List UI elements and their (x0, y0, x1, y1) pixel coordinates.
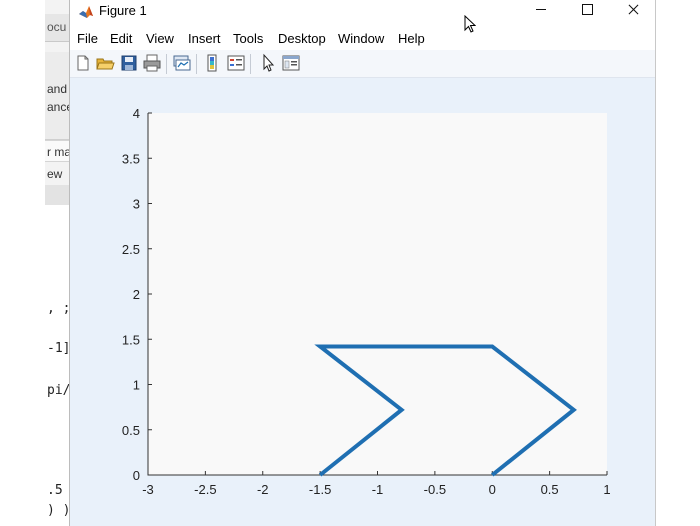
window-title: Figure 1 (99, 3, 147, 18)
menu-desktop[interactable]: Desktop (278, 31, 326, 46)
x-tick-label: -0.5 (424, 482, 446, 497)
menu-bar: File Edit View Insert Tools Desktop Wind… (70, 26, 655, 50)
tick-labels: -3 -2.5 -2 -1.5 -1 -0.5 0 0.5 1 0 0.5 1 1.5 2 2.5 3 3.5 4 (122, 106, 611, 497)
toolbar-separator (166, 54, 167, 74)
menu-window[interactable]: Window (338, 31, 385, 46)
menu-file[interactable]: File (77, 31, 98, 46)
y-tick-label: 1 (133, 378, 140, 393)
toolbar (70, 50, 655, 78)
link-plot-icon[interactable] (172, 53, 192, 73)
y-tick-label: 0 (133, 468, 140, 483)
background-field2-text: ew (47, 167, 63, 181)
background-field-text: r ma (47, 145, 71, 159)
edit-plot-icon[interactable] (258, 53, 278, 73)
x-tick-label: -2 (257, 482, 269, 497)
axis-lines (147, 113, 607, 476)
mouse-cursor-icon (464, 15, 476, 33)
series-line (314, 344, 577, 477)
background-tabstrip[interactable] (45, 185, 71, 205)
x-tick-label: 1 (603, 482, 610, 497)
x-tick-label: -3 (142, 482, 154, 497)
code-line-4: .5 (47, 483, 63, 498)
plot-svg: -3 -2.5 -2 -1.5 -1 -0.5 0 0.5 1 0 0.5 1 1.5 2 2.5 3 3.5 4 (122, 106, 611, 497)
code-line-2: -1] (47, 341, 71, 356)
background-panel: and ance (45, 52, 71, 140)
y-tick-label: 4 (133, 106, 140, 121)
menu-view[interactable]: View (146, 31, 174, 46)
menu-edit[interactable]: Edit (110, 31, 133, 46)
x-tick-label: 0 (489, 482, 496, 497)
title-bar[interactable]: Figure 1 (70, 0, 655, 26)
figure-canvas: -3 -2.5 -2 -1.5 -1 -0.5 0 0.5 1 0 0.5 1 1.5 2 2.5 3 3.5 4 (70, 78, 655, 526)
y-tick-label: 3.5 (122, 151, 140, 166)
print-icon[interactable] (142, 53, 162, 73)
matlab-icon (79, 6, 93, 18)
menu-help[interactable]: Help (398, 31, 425, 46)
y-tick-label: 2.5 (122, 242, 140, 257)
save-icon[interactable] (119, 53, 139, 73)
background-tab-label: ocu (47, 20, 67, 34)
menu-insert[interactable]: Insert (188, 31, 221, 46)
code-line-3: pi/ (47, 383, 71, 398)
open-file-icon[interactable] (95, 53, 115, 73)
property-inspector-icon[interactable] (281, 53, 301, 73)
close-button[interactable] (610, 0, 656, 26)
figure-window: Figure 1 File Edit View Insert Tools Des… (69, 0, 656, 526)
y-tick-label: 2 (133, 287, 140, 302)
menu-tools[interactable]: Tools (233, 31, 264, 46)
x-tick-label: -1 (372, 482, 384, 497)
insert-colorbar-icon[interactable] (203, 53, 223, 73)
background-code-editor[interactable]: , ; -1] pi/ .5 ) ) (45, 205, 71, 526)
y-tick-label: 1.5 (122, 332, 140, 347)
y-tick-label: 3 (133, 197, 140, 212)
x-tick-label: -2.5 (194, 482, 216, 497)
code-line-1: , ; (47, 301, 71, 316)
maximize-button[interactable] (564, 0, 610, 26)
background-panel-line-2: ance (47, 100, 71, 114)
minimize-button[interactable] (518, 0, 564, 26)
background-app-window: ocu and ance r ma ew , ; -1] pi/ .5 ) ) (45, 0, 71, 526)
background-panel-line-1: and (47, 82, 68, 96)
insert-legend-icon[interactable] (226, 53, 246, 73)
code-line-5: ) ) (47, 503, 71, 518)
background-tab[interactable]: ocu (45, 14, 71, 42)
new-figure-icon[interactable] (73, 53, 93, 73)
background-field[interactable]: r ma (45, 140, 71, 162)
y-tick-label: 0.5 (122, 423, 140, 438)
x-tick-label: 0.5 (541, 482, 559, 497)
x-tick-label: -1.5 (309, 482, 331, 497)
axes-background[interactable] (148, 113, 607, 475)
toolbar-separator (196, 54, 197, 74)
toolbar-separator (250, 54, 251, 74)
